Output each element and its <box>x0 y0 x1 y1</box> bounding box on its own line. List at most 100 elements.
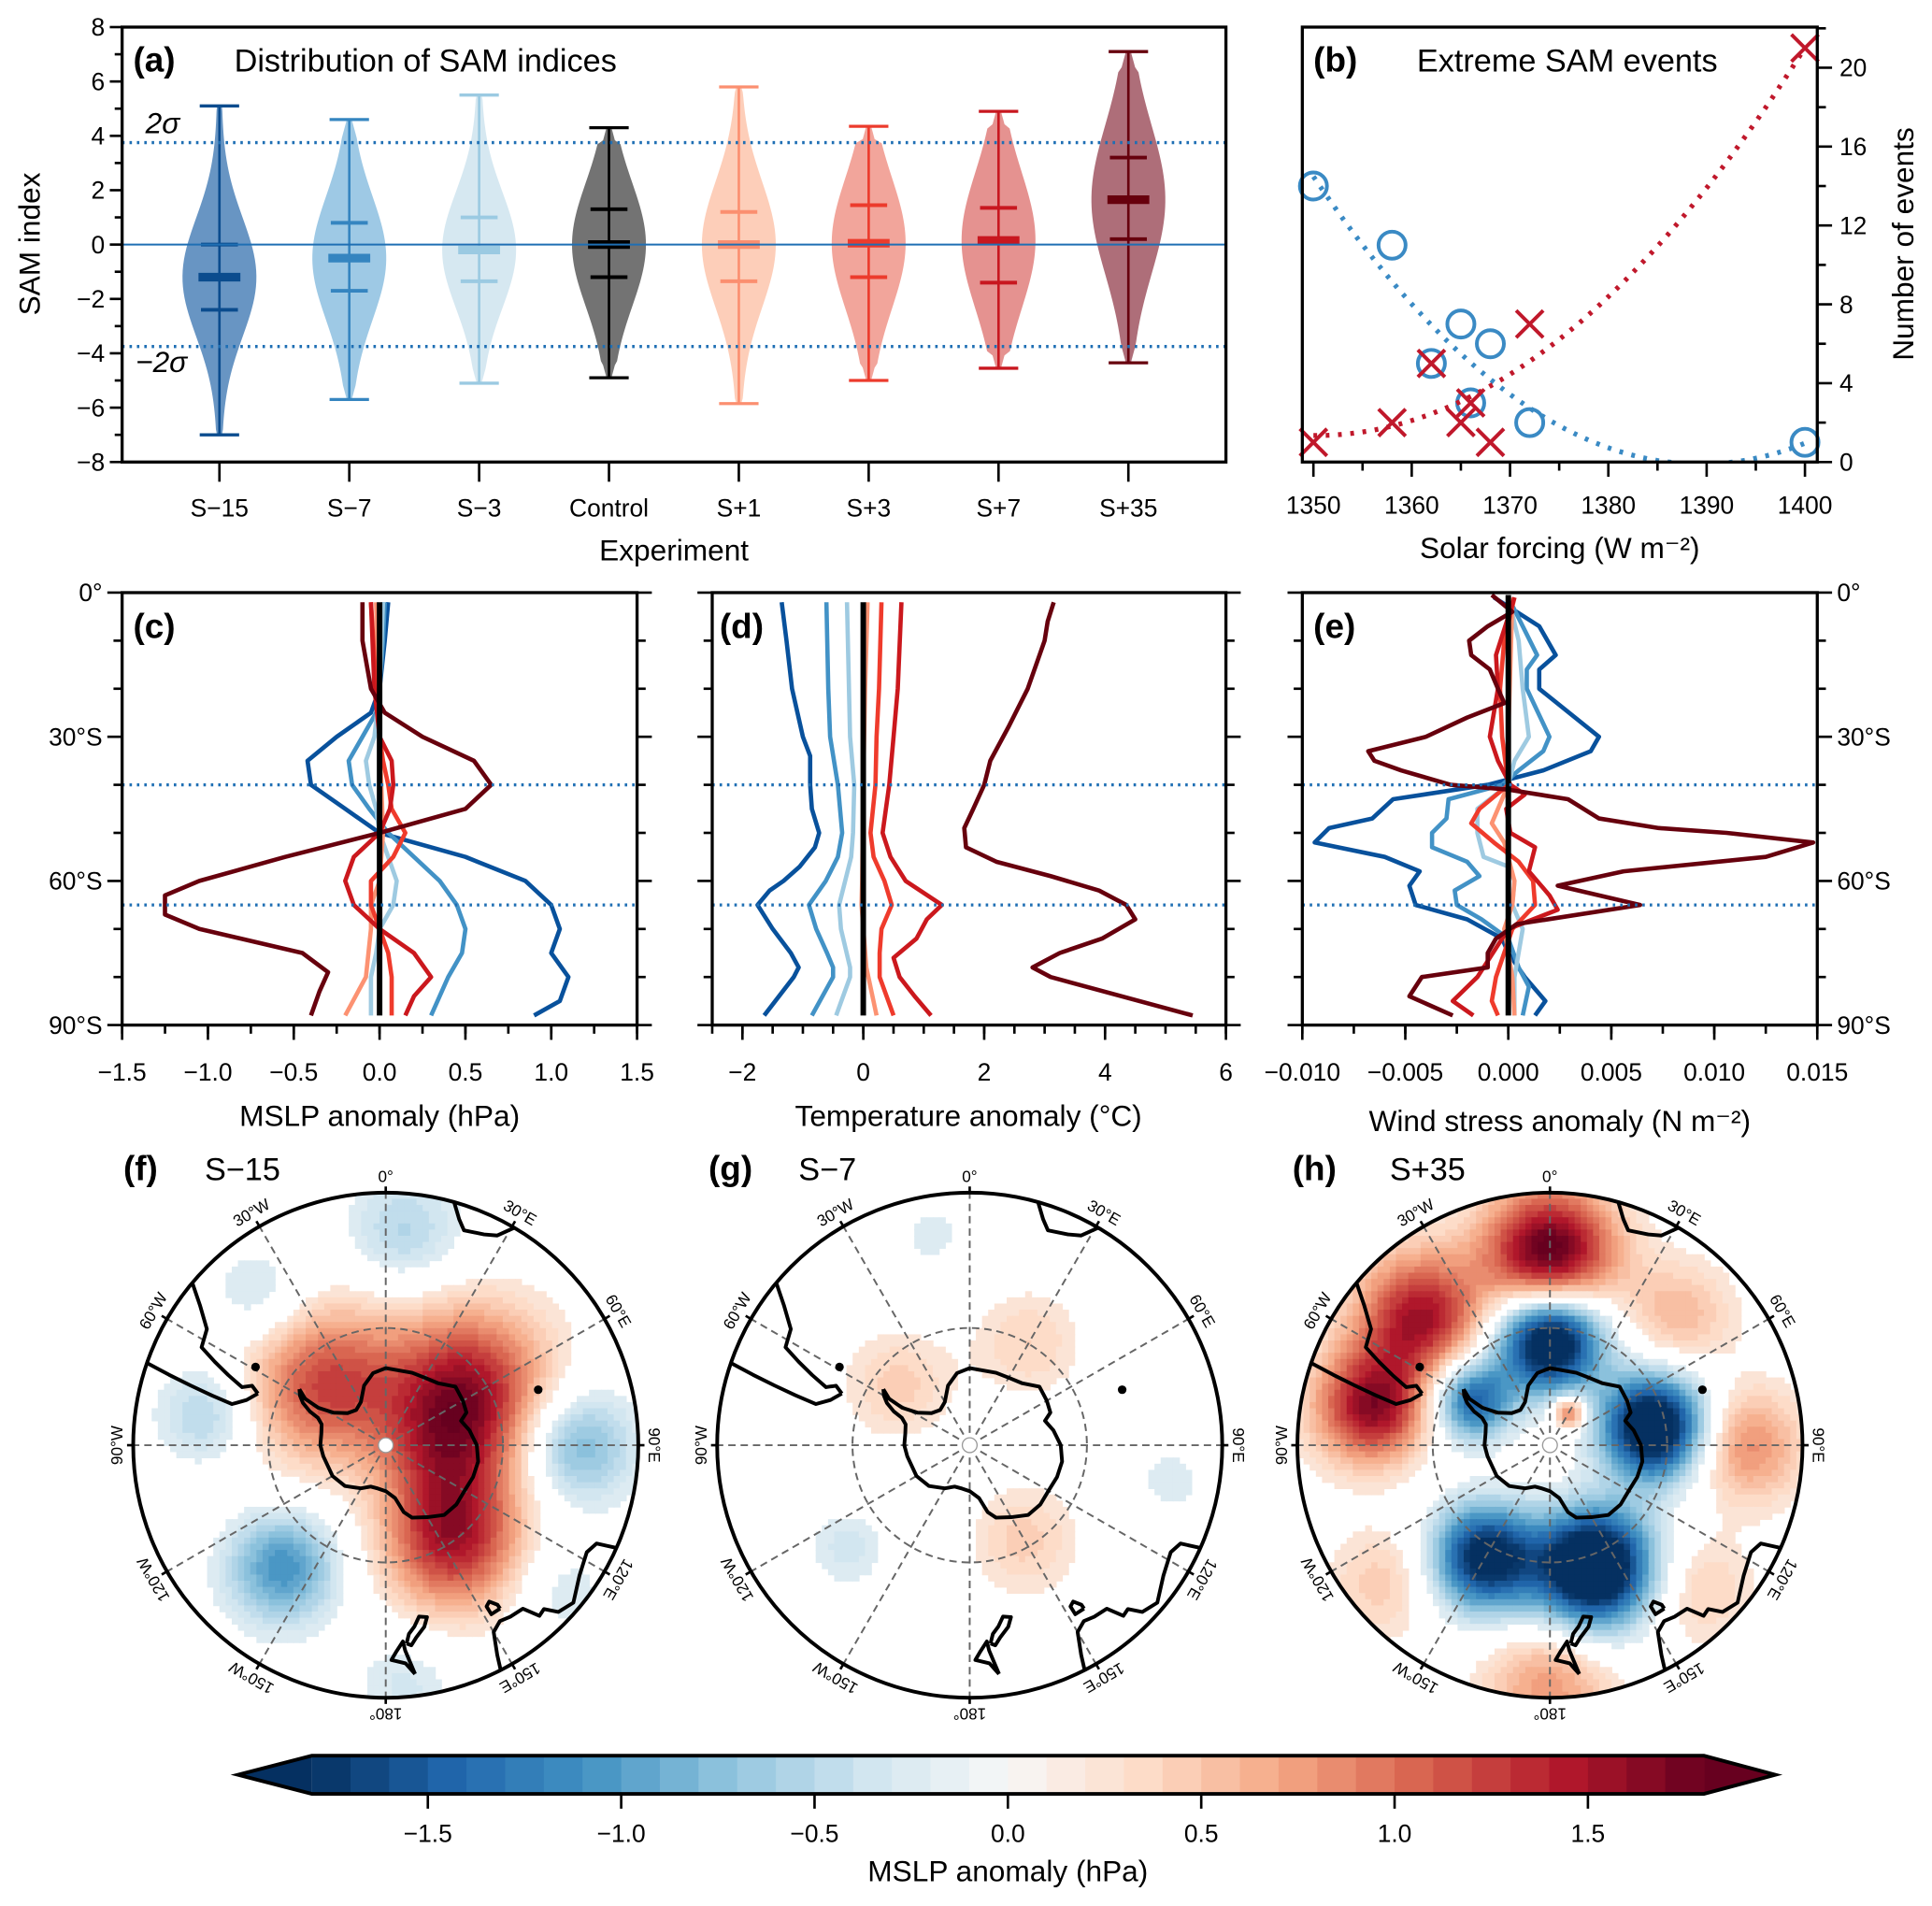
field-cell <box>441 1432 449 1440</box>
field-cell <box>453 1476 461 1483</box>
field-cell <box>1043 1500 1051 1508</box>
field-cell <box>521 1432 529 1440</box>
field-cell <box>1019 1358 1026 1367</box>
field-cell <box>577 1457 584 1465</box>
field-cell <box>1562 1254 1569 1262</box>
field-cell <box>428 1488 436 1496</box>
field-cell <box>827 1531 836 1539</box>
field-cell <box>311 1389 320 1397</box>
field-cell <box>889 1389 897 1397</box>
field-cell <box>1055 1334 1064 1341</box>
field-cell <box>225 1525 233 1533</box>
field-cell <box>416 1593 424 1600</box>
field-cell <box>416 1586 424 1595</box>
field-cell <box>323 1457 332 1465</box>
field-cell <box>213 1555 221 1564</box>
field-cell <box>570 1420 578 1428</box>
field-cell <box>508 1519 516 1526</box>
field-cell <box>846 1537 854 1545</box>
field-cell <box>1598 1205 1607 1212</box>
field-cell <box>404 1353 411 1360</box>
field-cell <box>379 1500 387 1508</box>
field-cell <box>422 1353 430 1360</box>
panel-e-lines <box>1312 593 1816 1018</box>
panel-a-plot <box>182 50 1166 437</box>
field-cell <box>471 1525 479 1533</box>
field-cell <box>416 1568 424 1576</box>
field-cell <box>945 1235 952 1243</box>
field-cell <box>280 1457 289 1465</box>
field-cell <box>465 1457 473 1465</box>
field-cell <box>275 1408 282 1415</box>
field-cell <box>1395 1260 1403 1268</box>
field-cell <box>564 1334 572 1341</box>
field-cell <box>471 1457 479 1465</box>
field-cell <box>1050 1370 1057 1379</box>
field-cell <box>1000 1310 1008 1317</box>
field-cell <box>459 1327 467 1336</box>
field-cell <box>895 1377 903 1384</box>
field-cell <box>299 1611 307 1619</box>
field-cell <box>275 1377 282 1384</box>
field-cell <box>613 1420 621 1428</box>
field-cell <box>533 1358 541 1367</box>
y-tick-label: 8 <box>92 13 106 41</box>
field-cell <box>1451 1229 1459 1237</box>
field-cell <box>1593 1223 1600 1231</box>
field-cell <box>981 1346 990 1354</box>
field-cell <box>441 1198 449 1206</box>
field-cell <box>1550 1235 1557 1243</box>
field-cell <box>478 1624 485 1631</box>
field-cell <box>311 1439 320 1446</box>
field-cell <box>877 1383 884 1391</box>
panel-a-frame <box>120 25 1228 464</box>
field-cell <box>459 1537 467 1545</box>
field-cell <box>1166 1463 1174 1471</box>
field-cell <box>176 1439 184 1446</box>
field-cell <box>330 1445 337 1453</box>
field-cell <box>852 1519 860 1526</box>
field-cell <box>1426 1254 1434 1262</box>
field-cell <box>1581 1241 1588 1249</box>
field-cell <box>453 1494 461 1502</box>
field-cell <box>1012 1365 1020 1372</box>
field-cell <box>515 1581 522 1588</box>
field-cell <box>404 1691 411 1698</box>
field-cell <box>471 1617 479 1625</box>
field-cell <box>1006 1555 1014 1564</box>
field-cell <box>441 1550 449 1557</box>
panel-a-title: Distribution of SAM indices <box>235 43 617 79</box>
field-cell <box>392 1574 399 1582</box>
field-cell <box>323 1322 332 1329</box>
field-cell <box>496 1574 504 1582</box>
field-cell <box>428 1543 436 1551</box>
field-cell <box>1012 1568 1020 1576</box>
field-cell <box>256 1629 264 1638</box>
field-cell <box>465 1445 473 1453</box>
field-cell <box>459 1506 467 1514</box>
y-tick-label: 4 <box>1839 369 1853 397</box>
field-cell <box>558 1358 565 1367</box>
field-cell <box>589 1401 596 1410</box>
field-cell <box>379 1408 387 1415</box>
field-cell <box>397 1685 406 1693</box>
field-cell <box>607 1469 615 1477</box>
field-cell <box>1006 1574 1014 1582</box>
field-cell <box>453 1562 461 1569</box>
field-cell <box>318 1401 325 1410</box>
field-cell <box>484 1284 492 1293</box>
field-cell <box>1062 1519 1069 1526</box>
field-cell <box>422 1482 430 1489</box>
field-cell <box>577 1500 584 1508</box>
field-cell <box>908 1420 915 1428</box>
field-cell <box>428 1685 436 1693</box>
field-cell <box>422 1537 430 1545</box>
field-cell <box>1636 1241 1643 1249</box>
field-cell <box>428 1531 436 1539</box>
field-cell <box>1062 1555 1069 1564</box>
field-cell <box>318 1617 325 1625</box>
field-cell <box>570 1426 578 1434</box>
field-cell <box>397 1531 406 1539</box>
field-cell <box>515 1550 522 1557</box>
field-cell <box>280 1340 289 1348</box>
